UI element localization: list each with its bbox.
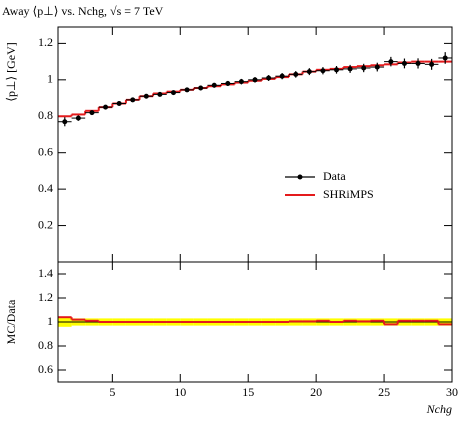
x-tick-label: 20 [310, 385, 322, 399]
data-point [347, 66, 353, 72]
data-point [116, 101, 122, 107]
plot-frame [57, 261, 453, 383]
data-point [320, 68, 326, 74]
ratio-y-axis-label: MC/Data [4, 299, 18, 344]
data-point [415, 60, 421, 66]
data-point [184, 87, 190, 93]
data-point [279, 73, 285, 79]
data-point [442, 55, 448, 61]
y-tick-label: 1 [47, 72, 53, 86]
x-tick-label: 5 [109, 385, 115, 399]
y-tick-label: 0.6 [38, 144, 53, 158]
data-point [75, 115, 81, 121]
data-point [429, 61, 435, 67]
y-tick-label: 0.6 [38, 362, 53, 376]
y-tick-label: 1.2 [38, 290, 53, 304]
legend-label: SHRiMPS [323, 187, 374, 201]
data-point [238, 79, 244, 85]
y-tick-label: 1.2 [38, 35, 53, 49]
data-point [103, 104, 109, 110]
data-point [130, 97, 136, 103]
x-tick-label: 10 [174, 385, 186, 399]
y-tick-label: 0.2 [38, 217, 53, 231]
data-point [157, 91, 163, 97]
chart-title: Away ⟨p⊥⟩ vs. Nchg, √s = 7 TeV [2, 4, 164, 18]
data-point [89, 110, 95, 116]
y-axis-label: ⟨p⊥⟩ [GeV] [4, 42, 18, 101]
data-point [198, 85, 204, 91]
data-point [225, 80, 231, 86]
data-point [334, 67, 340, 73]
data-point [388, 59, 394, 65]
data-point [306, 69, 312, 75]
data-point [374, 64, 380, 70]
y-tick-label: 0.8 [38, 338, 53, 352]
x-tick-label: 30 [446, 385, 458, 399]
data-point [361, 65, 367, 71]
y-tick-label: 1 [47, 314, 53, 328]
data-point [401, 60, 407, 66]
y-tick-label: 1.4 [38, 266, 53, 280]
x-tick-label: 15 [242, 385, 254, 399]
x-axis-label: Nchg [426, 402, 452, 416]
data-point [293, 71, 299, 77]
data-point [62, 119, 68, 125]
legend-marker [297, 174, 303, 180]
data-point [143, 93, 149, 99]
data-point [252, 77, 258, 83]
y-tick-label: 0.8 [38, 108, 53, 122]
legend-label: Data [323, 169, 346, 183]
data-point [170, 90, 176, 96]
data-point [266, 75, 272, 81]
x-tick-label: 25 [378, 385, 390, 399]
data-point [211, 82, 217, 88]
y-tick-label: 0.4 [38, 181, 53, 195]
